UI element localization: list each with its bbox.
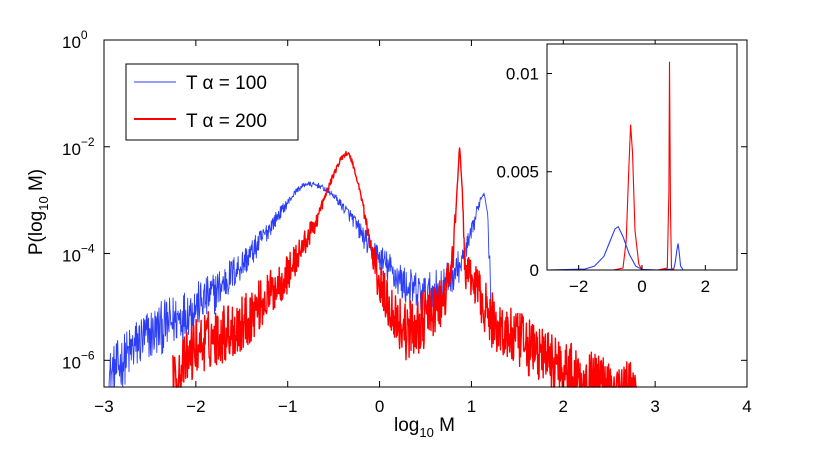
main-plot-frame — [103, 39, 748, 388]
main-x-ticks: −3 −2 −1 0 1 2 3 4 — [94, 40, 752, 416]
x-axis-label: log10 M — [394, 415, 455, 440]
inset-series-line-2 — [547, 61, 737, 271]
x-tick-label: −3 — [94, 397, 113, 416]
inset-y-tick-label: 0.01 — [506, 64, 539, 83]
y-tick-label: 10−4 — [62, 242, 95, 266]
x-tick-label: 1 — [467, 397, 476, 416]
inset-background — [547, 44, 737, 270]
inset-y-ticks: 0 0.005 0.01 — [496, 64, 552, 280]
legend-box — [125, 63, 299, 141]
inset-y-tick-label: 0.005 — [496, 163, 539, 182]
x-tick-label: 4 — [742, 397, 751, 416]
inset-series-layer — [546, 61, 737, 271]
x-tick-label: −1 — [278, 397, 297, 416]
main-y-ticks: 100 10−2 10−4 10−6 — [62, 28, 747, 372]
x-tick-label: 3 — [650, 397, 659, 416]
main-chart: 100 10−2 10−4 10−6 −3 −2 −1 0 1 2 3 4 log10 M P(lo… — [26, 28, 752, 440]
inset-series-line-1 — [546, 226, 737, 271]
x-tick-label: −2 — [186, 397, 205, 416]
inset-x-tick-label: 2 — [701, 277, 710, 296]
inset-chart: 0 0.005 0.01 −2 0 2 — [496, 43, 738, 296]
x-tick-label: 2 — [559, 397, 568, 416]
legend: T α = 100 T α = 200 — [125, 63, 299, 141]
main-series-layer — [108, 147, 637, 388]
inset-y-tick-label: 0 — [530, 261, 539, 280]
inset-x-ticks: −2 0 2 — [569, 265, 710, 296]
inset-x-tick-label: −2 — [569, 277, 588, 296]
x-tick-label: 0 — [375, 397, 384, 416]
main-series-line-1 — [108, 181, 493, 388]
y-tick-label: 10−2 — [62, 135, 95, 159]
inset-x-tick-label: 0 — [637, 277, 646, 296]
main-series-line-2 — [172, 147, 637, 388]
y-tick-label: 100 — [62, 28, 88, 52]
y-tick-label: 10−6 — [62, 348, 95, 372]
y-axis-label: P(log10 M) — [26, 169, 51, 255]
legend-label-1: T α = 100 — [186, 73, 267, 94]
legend-label-2: T α = 200 — [186, 111, 267, 132]
